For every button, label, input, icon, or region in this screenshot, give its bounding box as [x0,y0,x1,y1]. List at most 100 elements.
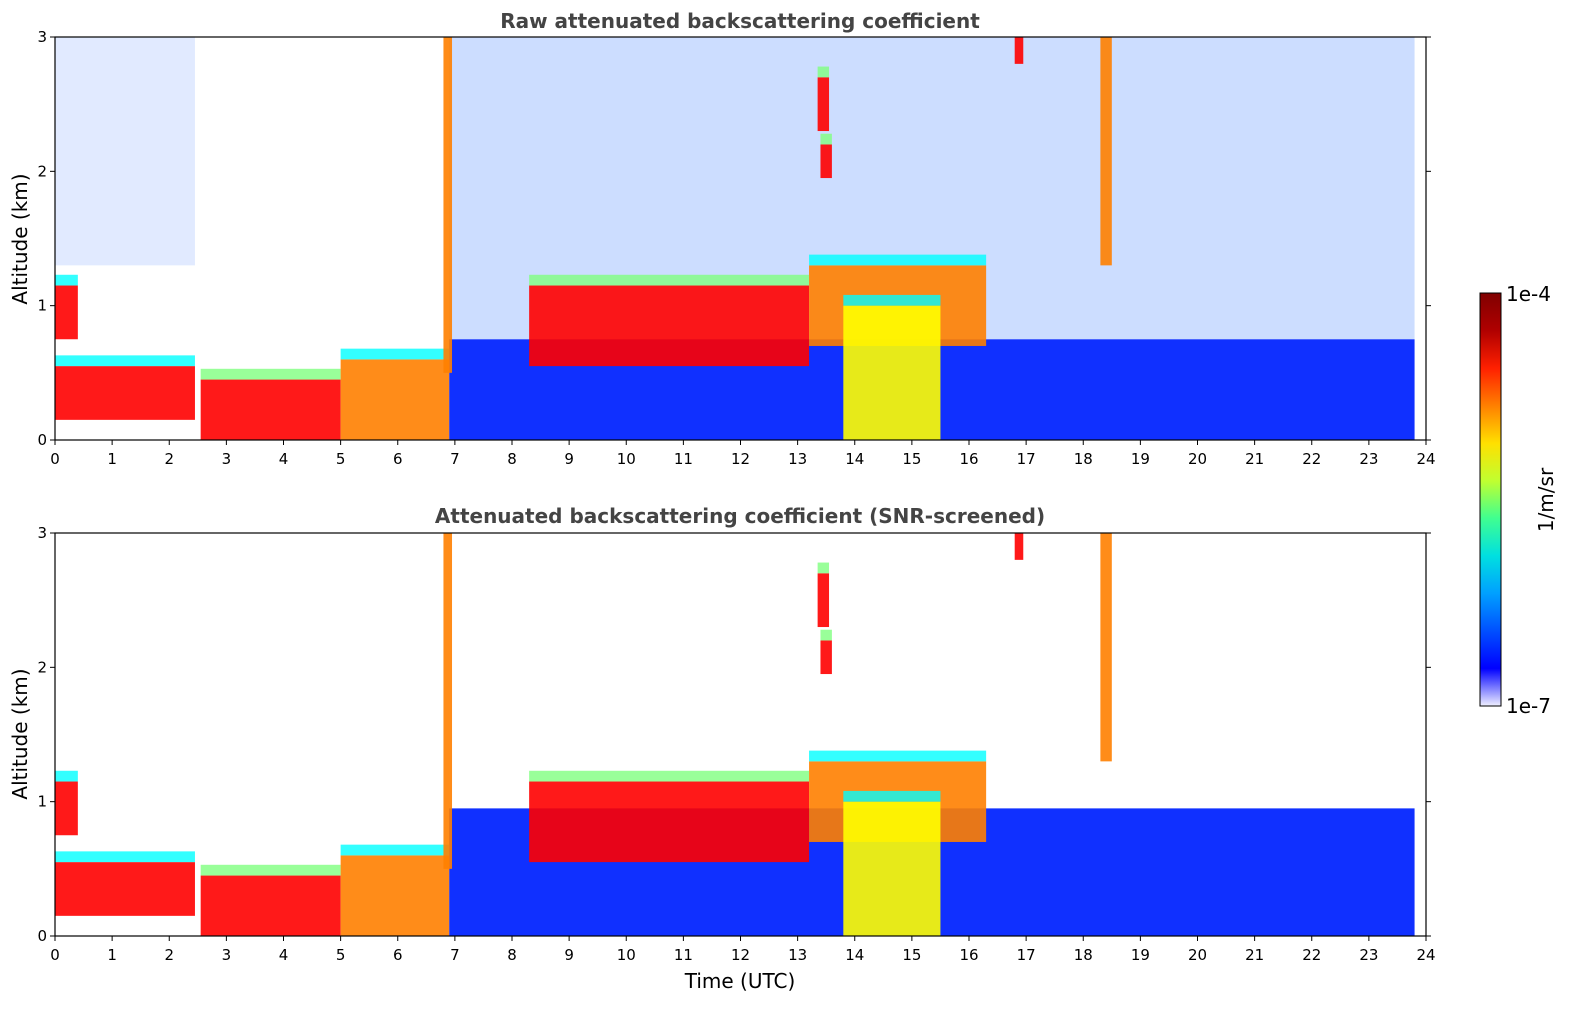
x-tick-label: 19 [1131,450,1150,468]
backscatter-layer-edge [55,770,78,782]
backscatter-layer [529,781,810,863]
x-tick-label: 22 [1302,946,1321,964]
x-tick-label: 20 [1188,450,1207,468]
backscatter-layer [1100,533,1112,762]
x-tick-label: 8 [507,450,517,468]
x-tick-label: 0 [50,946,60,964]
x-tick-label: 0 [50,450,60,468]
x-tick-label: 6 [393,450,403,468]
x-tick-label: 17 [1017,946,1036,964]
backscatter-layer [200,379,341,440]
y-tick-label: 2 [37,658,47,676]
x-tick-label: 23 [1359,946,1378,964]
noise-region [55,37,195,266]
x-tick-label: 2 [164,946,174,964]
colorbar: 1e-4 1e-7 1/m/sr [1479,282,1558,718]
backscatter-layer [340,855,450,936]
x-tick-label: 24 [1416,450,1435,468]
x-tick-label: 12 [731,450,750,468]
x-tick-label: 13 [788,946,807,964]
backscatter-layer-edge [200,864,341,876]
x-tick-label: 13 [788,450,807,468]
x-tick-label: 22 [1302,450,1321,468]
backscatter-layer [200,875,341,936]
x-tick-label: 15 [902,450,921,468]
y-tick-label: 1 [37,793,47,811]
backscatter-layer-edge [529,770,810,782]
panel-raw-y-label: Altitude (km) [8,173,32,304]
backscatter-layer [340,359,450,440]
colorbar-frame [1479,292,1502,707]
backscatter-layer-edge [843,294,941,306]
x-tick-label: 23 [1359,450,1378,468]
x-tick-label: 7 [450,450,460,468]
backscatter-layer-edge [340,844,450,856]
x-tick-label: 4 [279,946,289,964]
backscatter-layer [817,77,830,132]
x-tick-label: 2 [164,450,174,468]
y-tick-label: 3 [37,524,47,542]
x-tick-label: 18 [1074,946,1093,964]
y-tick-label: 0 [37,431,47,449]
x-tick-label: 20 [1188,946,1207,964]
x-tick-label: 3 [222,450,232,468]
x-tick-label: 5 [336,450,346,468]
backscatter-layer [443,37,453,373]
panel-screened: Attenuated backscattering coefficient (S… [8,504,1436,993]
x-tick-label: 14 [845,946,864,964]
backscatter-layer-edge [55,851,195,863]
colorbar-unit-label: 1/m/sr [1534,467,1558,532]
backscatter-layer-edge [817,562,830,574]
backscatter-layer-edge [843,790,941,802]
backscatter-layer [529,285,810,367]
backscatter-layer [443,533,453,869]
panel-screened-x-label: Time (UTC) [684,969,796,993]
y-tick-label: 3 [37,28,47,46]
x-tick-label: 8 [507,946,517,964]
x-tick-label: 21 [1245,946,1264,964]
backscatter-layer [820,144,832,179]
colorbar-max-label: 1e-4 [1506,282,1551,306]
panel-screened-x-ticks: 0 1 2 3 4 5 6 7 8 9 10 11 12 13 14 15 16 17 18 19 20 21 22 23 24 [50,936,1436,964]
x-tick-label: 11 [674,450,693,468]
x-tick-label: 21 [1245,450,1264,468]
x-tick-label: 3 [222,946,232,964]
backscatter-layer-edge [817,66,830,78]
backscatter-layer-edge [809,750,987,762]
backscatter-layer [55,366,195,420]
x-tick-label: 10 [617,450,636,468]
x-tick-label: 4 [279,450,289,468]
backscatter-layer [820,640,832,675]
backscatter-layer [1100,37,1112,266]
x-tick-label: 6 [393,946,403,964]
x-tick-label: 12 [731,946,750,964]
x-tick-label: 5 [336,946,346,964]
backscatter-layer-edge [529,274,810,286]
y-tick-label: 2 [37,162,47,180]
backscatter-layer-edge [55,274,78,286]
backscatter-layer-edge [820,133,832,145]
x-tick-label: 9 [564,946,574,964]
x-tick-label: 17 [1017,450,1036,468]
backscatter-layer [1014,533,1024,560]
colorbar-min-label: 1e-7 [1506,694,1551,718]
panel-screened-plot-area [55,533,1415,936]
y-tick-label: 0 [37,927,47,945]
backscatter-layer-edge [809,254,987,266]
panel-screened-title: Attenuated backscattering coefficient (S… [435,504,1045,528]
x-tick-label: 24 [1416,946,1435,964]
colorbar-gradient [1480,293,1501,706]
x-tick-label: 15 [902,946,921,964]
backscatter-layer [55,862,195,916]
backscatter-layer [843,305,941,440]
backscatter-layer [843,801,941,936]
x-tick-label: 9 [564,450,574,468]
x-tick-label: 19 [1131,946,1150,964]
backscatter-layer [55,781,78,836]
panel-raw-plot-area [55,37,1415,440]
x-tick-label: 16 [959,450,978,468]
y-tick-label: 1 [37,297,47,315]
panel-screened-y-ticks: 0 1 2 3 [37,524,1431,945]
backscatter-layer-edge [200,368,341,380]
